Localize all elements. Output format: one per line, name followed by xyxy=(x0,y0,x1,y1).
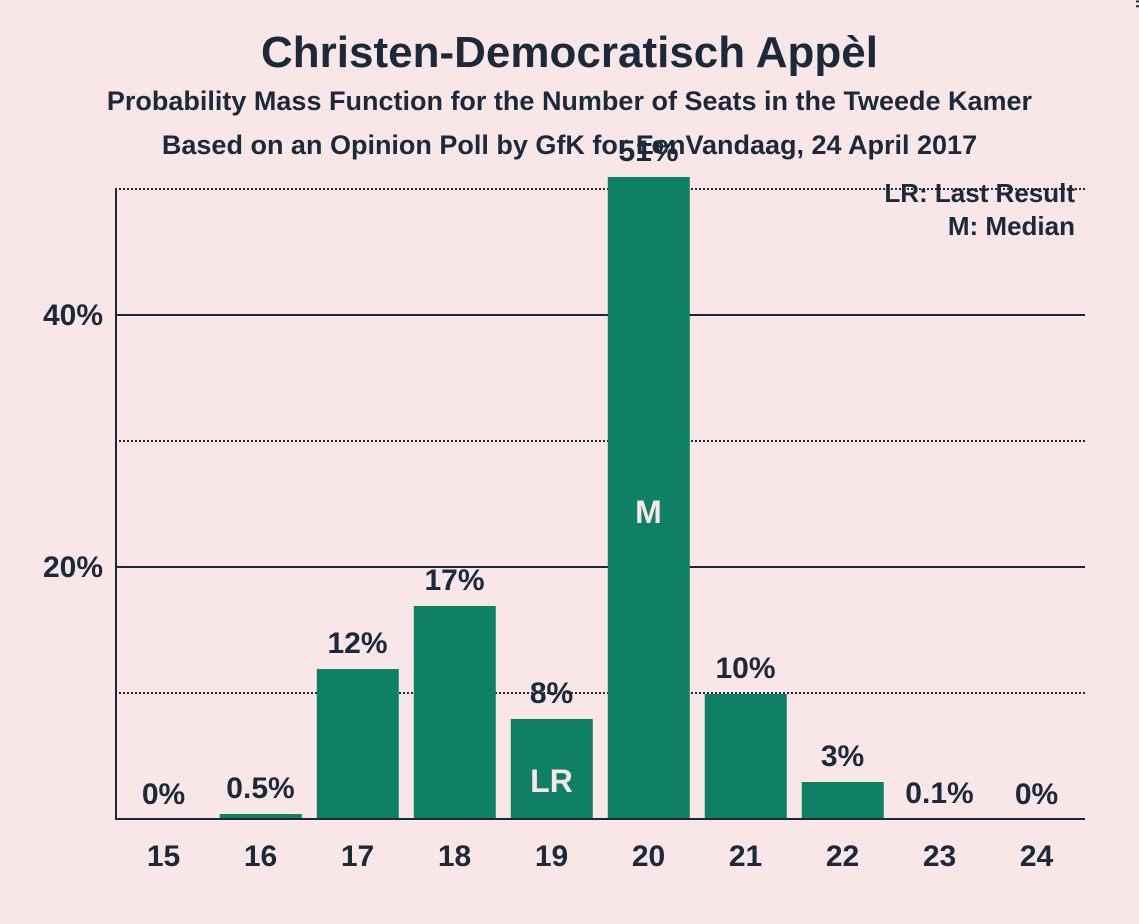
bar-value-label: 17% xyxy=(424,564,484,598)
chart-subtitle-1: Probability Mass Function for the Number… xyxy=(0,86,1139,117)
bar-value-label: 12% xyxy=(327,627,387,661)
x-tick-label: 23 xyxy=(923,840,956,874)
copyright-text: © 2020 Filip van Laenen xyxy=(1133,0,1139,8)
bar-slot: 0%24 xyxy=(988,190,1085,820)
plot-area: LR: Last Result M: Median 0%150.5%1612%1… xyxy=(115,190,1085,820)
x-axis xyxy=(115,818,1085,820)
bar-value-label: 51% xyxy=(618,135,678,169)
chart-subtitle-2: Based on an Opinion Poll by GfK for EenV… xyxy=(0,130,1139,161)
x-tick-label: 21 xyxy=(729,840,762,874)
bar-slot: 0%15 xyxy=(115,190,212,820)
bar-slot: 8%LR19 xyxy=(503,190,600,820)
bar-slot: 0.5%16 xyxy=(212,190,309,820)
bar xyxy=(413,606,495,820)
x-tick-label: 18 xyxy=(438,840,471,874)
bar-value-label: 0% xyxy=(142,778,185,812)
bar-slot: 3%22 xyxy=(794,190,891,820)
bar-marker-lr: LR xyxy=(530,763,573,800)
x-tick-label: 16 xyxy=(244,840,277,874)
bar xyxy=(704,694,786,820)
bar-slot: 51%M20 xyxy=(600,190,697,820)
bar xyxy=(316,669,398,820)
bars-group: 0%150.5%1612%1717%188%LR1951%M2010%213%2… xyxy=(115,190,1085,820)
y-tick-label: 40% xyxy=(43,299,115,333)
chart-title: Christen-Democratisch Appèl xyxy=(0,28,1139,78)
bar-slot: 0.1%23 xyxy=(891,190,988,820)
bar-marker-m: M xyxy=(635,494,662,531)
x-tick-label: 15 xyxy=(147,840,180,874)
x-tick-label: 17 xyxy=(341,840,374,874)
bar-slot: 10%21 xyxy=(697,190,794,820)
bar-slot: 12%17 xyxy=(309,190,406,820)
chart-container: Christen-Democratisch Appèl Probability … xyxy=(0,0,1139,924)
bar-slot: 17%18 xyxy=(406,190,503,820)
x-tick-label: 20 xyxy=(632,840,665,874)
bar-value-label: 0.5% xyxy=(226,772,294,806)
y-tick-label: 20% xyxy=(43,551,115,585)
bar-value-label: 8% xyxy=(530,677,573,711)
bar xyxy=(801,782,883,820)
bar-value-label: 0.1% xyxy=(905,777,973,811)
x-tick-label: 22 xyxy=(826,840,859,874)
bar-value-label: 10% xyxy=(715,652,775,686)
x-tick-label: 24 xyxy=(1020,840,1053,874)
x-tick-label: 19 xyxy=(535,840,568,874)
bar-value-label: 0% xyxy=(1015,778,1058,812)
bar-value-label: 3% xyxy=(821,740,864,774)
